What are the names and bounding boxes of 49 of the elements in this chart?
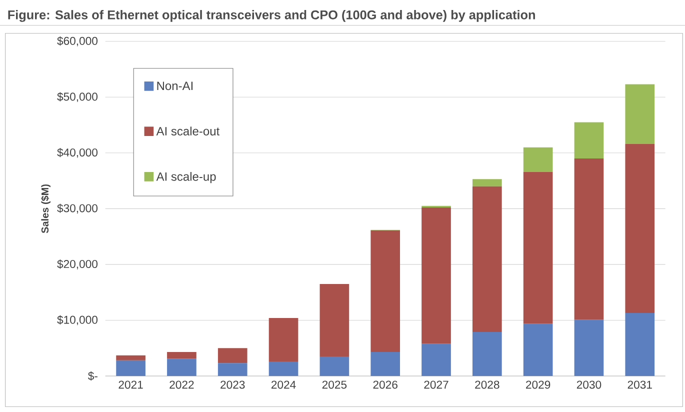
y-tick-label: $40,000	[57, 148, 98, 158]
bar	[472, 186, 502, 332]
x-tick-label: 2027	[424, 380, 448, 389]
legend-label: AI scale-up	[156, 172, 216, 184]
bar	[574, 122, 604, 158]
x-tick-label: 2030	[576, 380, 602, 389]
y-tick-label: $-	[88, 371, 98, 381]
bar	[472, 179, 502, 186]
bar	[218, 363, 248, 376]
x-tick-label: 2021	[118, 380, 143, 389]
y-tick-label: $10,000	[57, 315, 98, 326]
bar	[370, 352, 400, 376]
bar	[422, 344, 451, 376]
bar	[167, 358, 196, 376]
bar	[116, 360, 146, 376]
y-tick-label: $20,000	[57, 260, 98, 270]
x-tick-label: 2031	[628, 380, 652, 389]
legend-label: Non-AI	[157, 82, 193, 90]
x-tick-label: 2022	[170, 380, 194, 389]
x-tick-label: 2025	[322, 380, 347, 389]
bar	[167, 352, 196, 359]
legend-label: AI scale-out	[156, 126, 220, 136]
chart-title: Figure: Sales of Ethernet optical transceivers and CPO (100G and above) by application	[8, 10, 535, 22]
y-axis-title: Sales ($M)	[41, 184, 50, 234]
bar	[523, 172, 553, 324]
bar	[625, 144, 655, 313]
bar	[320, 284, 350, 356]
bar	[523, 147, 553, 172]
bar	[625, 84, 655, 144]
x-tick-label: 2023	[220, 380, 245, 389]
bar	[574, 320, 604, 376]
bar	[268, 361, 298, 376]
x-tick-label: 2026	[373, 380, 398, 389]
y-tick-label: $30,000	[57, 204, 98, 214]
y-tick-label: $60,000	[57, 36, 98, 46]
bar	[625, 312, 655, 376]
x-tick-label: 2024	[271, 380, 296, 389]
bar	[320, 356, 350, 376]
x-tick-label: 2028	[475, 380, 500, 389]
bar	[370, 230, 400, 352]
bar	[268, 318, 298, 362]
bar	[218, 348, 248, 364]
bar	[574, 158, 604, 320]
bar	[472, 332, 502, 376]
bar	[422, 208, 451, 344]
bar	[523, 324, 553, 376]
y-tick-label: $50,000	[57, 92, 98, 102]
bar	[116, 355, 146, 360]
x-tick-label: 2029	[526, 380, 550, 389]
